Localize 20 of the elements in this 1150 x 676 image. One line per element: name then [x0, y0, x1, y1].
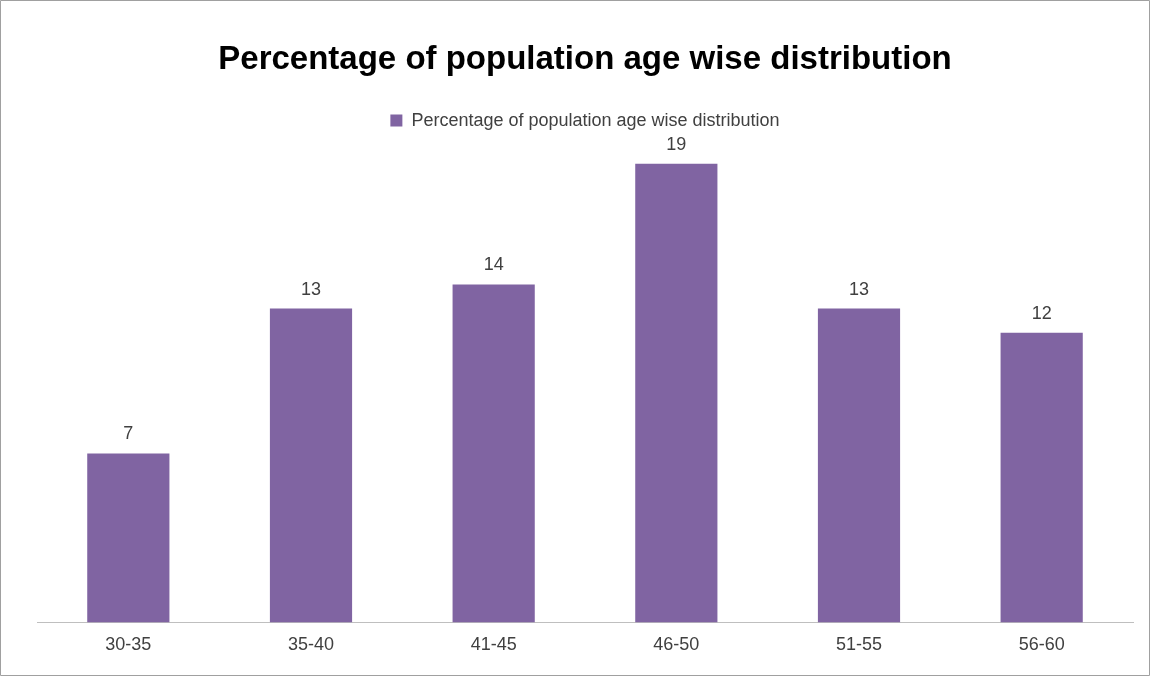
- data-label: 19: [666, 133, 687, 154]
- data-label: 13: [300, 278, 322, 299]
- bar: [817, 308, 901, 623]
- x-tick-label: 46-50: [653, 634, 700, 655]
- data-label: 13: [848, 278, 870, 299]
- data-label: 14: [483, 254, 504, 275]
- bar: [269, 308, 353, 623]
- data-label: 12: [1031, 302, 1052, 323]
- x-tick-label: 35-40: [287, 634, 335, 655]
- x-tick-label: 30-35: [105, 634, 152, 655]
- x-tick-label: 56-60: [1018, 634, 1065, 655]
- bar: [1000, 332, 1083, 623]
- bar: [635, 163, 718, 623]
- data-label: 7: [123, 423, 134, 444]
- x-tick-label: 41-45: [470, 634, 517, 655]
- bar: [452, 284, 535, 623]
- x-tick-label: 51-55: [835, 634, 883, 655]
- bar: [87, 453, 170, 623]
- legend-label: Percentage of population age wise distribution: [411, 109, 780, 130]
- chart-title: Percentage of population age wise distribution: [218, 38, 952, 76]
